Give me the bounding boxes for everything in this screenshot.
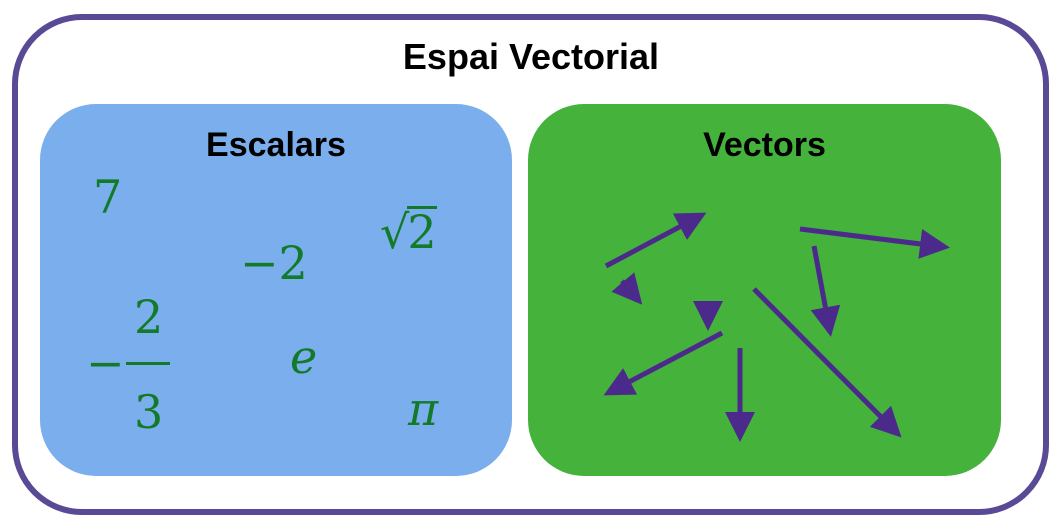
vector-arrow-2 [799,226,950,259]
scalars-panel: Escalars [40,104,512,476]
vector-space-title: Espai Vectorial [402,36,660,77]
scalar-fraction-bar [126,362,170,365]
scalar-sqrt-two: √2 [380,205,437,259]
vector-arrow-8 [752,287,902,438]
sqrt-radicand: 2 [407,205,437,259]
vectors-title: Vectors [703,126,826,164]
scalar-fraction-denominator: 3 [134,385,164,439]
sqrt-symbol: √ [380,205,410,259]
vector-arrow-6 [603,330,724,396]
vector-arrow-1 [604,212,707,269]
scalar-fraction-numerator: 2 [134,290,164,344]
scalars-title: Escalars [206,126,346,164]
scalar-seven: 7 [93,170,123,224]
scalar-fraction-sign: − [86,336,125,390]
vector-arrow-3 [810,245,841,337]
vectors-panel: Vectors [528,104,1001,476]
vector-arrow-4 [611,272,643,305]
scalar-minus-two: −2 [240,236,308,290]
scalar-e: e [290,330,318,384]
scalar-pi: π [408,382,439,436]
